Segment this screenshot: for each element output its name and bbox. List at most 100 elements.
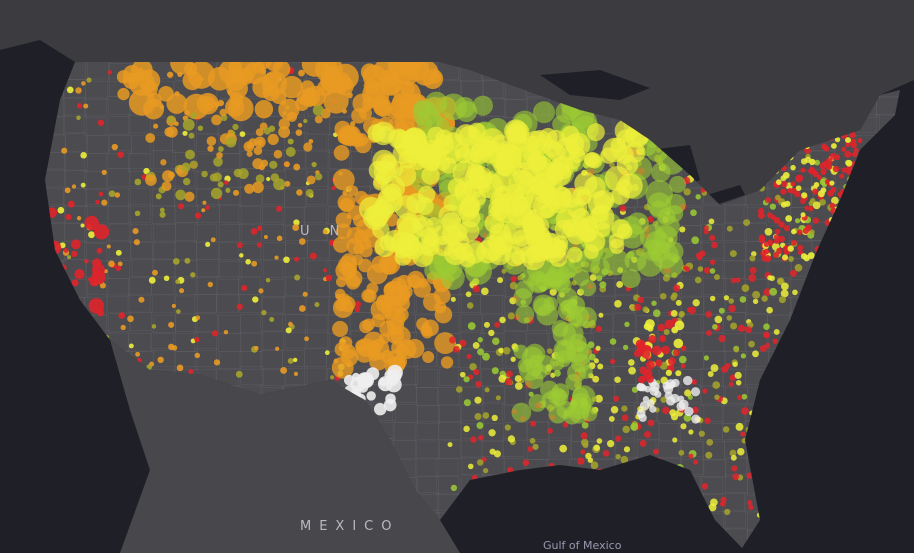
data-point-red[interactable]	[797, 249, 804, 255]
data-point-yellow[interactable]	[623, 446, 631, 453]
data-point-green[interactable]	[477, 337, 483, 343]
data-point-yellow[interactable]	[182, 130, 188, 136]
data-point-red[interactable]	[354, 306, 361, 313]
data-point-orange[interactable]	[283, 161, 290, 168]
data-point-red[interactable]	[641, 349, 651, 359]
data-point-olive[interactable]	[609, 162, 615, 168]
data-point-white[interactable]	[682, 375, 693, 386]
data-point-red[interactable]	[92, 258, 102, 268]
data-point-red[interactable]	[846, 165, 853, 172]
data-point-olive[interactable]	[455, 386, 463, 393]
data-point-red[interactable]	[506, 370, 513, 378]
data-point-yellow[interactable]	[420, 239, 436, 255]
data-point-olive[interactable]	[233, 168, 243, 178]
data-point-orange[interactable]	[133, 239, 140, 246]
data-point-green[interactable]	[541, 391, 561, 410]
data-point-red[interactable]	[832, 165, 840, 173]
data-point-red[interactable]	[470, 436, 477, 443]
data-point-yellow[interactable]	[447, 442, 453, 448]
data-point-red[interactable]	[256, 242, 263, 248]
data-point-yellow[interactable]	[791, 228, 797, 235]
data-point-green[interactable]	[669, 175, 687, 193]
data-point-orange[interactable]	[295, 129, 303, 136]
data-point-orange[interactable]	[366, 282, 379, 295]
data-point-orange[interactable]	[160, 159, 167, 166]
data-point-yellow[interactable]	[674, 320, 685, 331]
data-point-yellow[interactable]	[549, 288, 557, 296]
data-point-yellow[interactable]	[596, 222, 611, 237]
data-point-red[interactable]	[829, 152, 837, 160]
data-point-yellow[interactable]	[773, 329, 780, 335]
data-point-yellow[interactable]	[465, 291, 472, 298]
data-point-orange[interactable]	[111, 143, 118, 151]
data-point-white[interactable]	[642, 396, 650, 403]
data-point-green[interactable]	[511, 402, 532, 423]
data-point-yellow[interactable]	[580, 226, 597, 243]
data-point-white[interactable]	[356, 381, 369, 393]
data-point-yellow[interactable]	[545, 129, 566, 151]
data-point-red[interactable]	[745, 326, 753, 334]
data-point-yellow[interactable]	[483, 321, 490, 328]
data-point-red[interactable]	[776, 247, 783, 255]
data-point-red[interactable]	[354, 301, 362, 308]
data-point-yellow[interactable]	[57, 206, 65, 214]
data-point-orange[interactable]	[184, 191, 195, 202]
data-point-yellow[interactable]	[672, 437, 678, 443]
data-point-olive[interactable]	[729, 250, 737, 258]
data-point-orange[interactable]	[345, 269, 363, 288]
data-point-yellow[interactable]	[472, 341, 480, 349]
data-point-red[interactable]	[841, 167, 848, 173]
data-point-red[interactable]	[732, 473, 740, 481]
data-point-red[interactable]	[731, 465, 738, 472]
data-point-red[interactable]	[741, 407, 749, 415]
data-point-yellow[interactable]	[252, 296, 259, 303]
data-point-orange[interactable]	[360, 63, 379, 81]
data-point-yellow[interactable]	[576, 189, 592, 205]
data-point-olive[interactable]	[218, 146, 224, 152]
data-point-olive[interactable]	[269, 317, 275, 322]
data-point-red[interactable]	[684, 266, 691, 272]
data-point-olive[interactable]	[155, 193, 162, 200]
data-point-red[interactable]	[580, 449, 586, 455]
data-point-yellow[interactable]	[669, 409, 677, 417]
data-point-olive[interactable]	[265, 277, 271, 283]
data-point-orange[interactable]	[179, 288, 185, 294]
data-point-red[interactable]	[781, 180, 788, 188]
data-point-orange[interactable]	[280, 75, 303, 99]
data-point-green[interactable]	[709, 268, 716, 274]
data-point-olive[interactable]	[134, 210, 141, 217]
data-point-olive[interactable]	[484, 387, 490, 393]
data-point-yellow[interactable]	[205, 241, 211, 247]
data-point-red[interactable]	[241, 284, 248, 292]
data-point-yellow[interactable]	[675, 299, 682, 306]
data-point-olive[interactable]	[582, 442, 589, 449]
data-point-orange[interactable]	[207, 281, 214, 288]
data-point-red[interactable]	[800, 198, 806, 205]
data-point-yellow[interactable]	[692, 299, 700, 307]
data-point-yellow[interactable]	[373, 160, 397, 184]
data-point-red[interactable]	[194, 212, 202, 219]
data-point-olive[interactable]	[285, 146, 296, 157]
data-point-yellow[interactable]	[602, 137, 627, 163]
data-point-yellow[interactable]	[533, 172, 557, 196]
data-point-yellow[interactable]	[394, 195, 419, 220]
data-point-yellow[interactable]	[752, 350, 759, 358]
data-point-yellow[interactable]	[831, 196, 839, 205]
data-point-yellow[interactable]	[510, 356, 516, 362]
data-point-orange[interactable]	[213, 359, 221, 366]
data-point-olive[interactable]	[752, 290, 761, 299]
data-point-red[interactable]	[688, 453, 694, 459]
data-point-red[interactable]	[89, 276, 100, 287]
data-point-olive[interactable]	[474, 412, 482, 421]
data-point-olive[interactable]	[175, 279, 181, 285]
data-point-red[interactable]	[510, 275, 517, 283]
data-point-yellow[interactable]	[417, 185, 436, 204]
data-point-red[interactable]	[634, 303, 642, 311]
data-point-olive[interactable]	[678, 311, 685, 318]
data-point-red[interactable]	[735, 277, 741, 283]
data-point-orange[interactable]	[298, 69, 305, 77]
data-point-red[interactable]	[850, 141, 857, 149]
data-point-red[interactable]	[478, 434, 484, 441]
data-point-red[interactable]	[825, 163, 833, 171]
data-point-orange[interactable]	[108, 260, 115, 268]
